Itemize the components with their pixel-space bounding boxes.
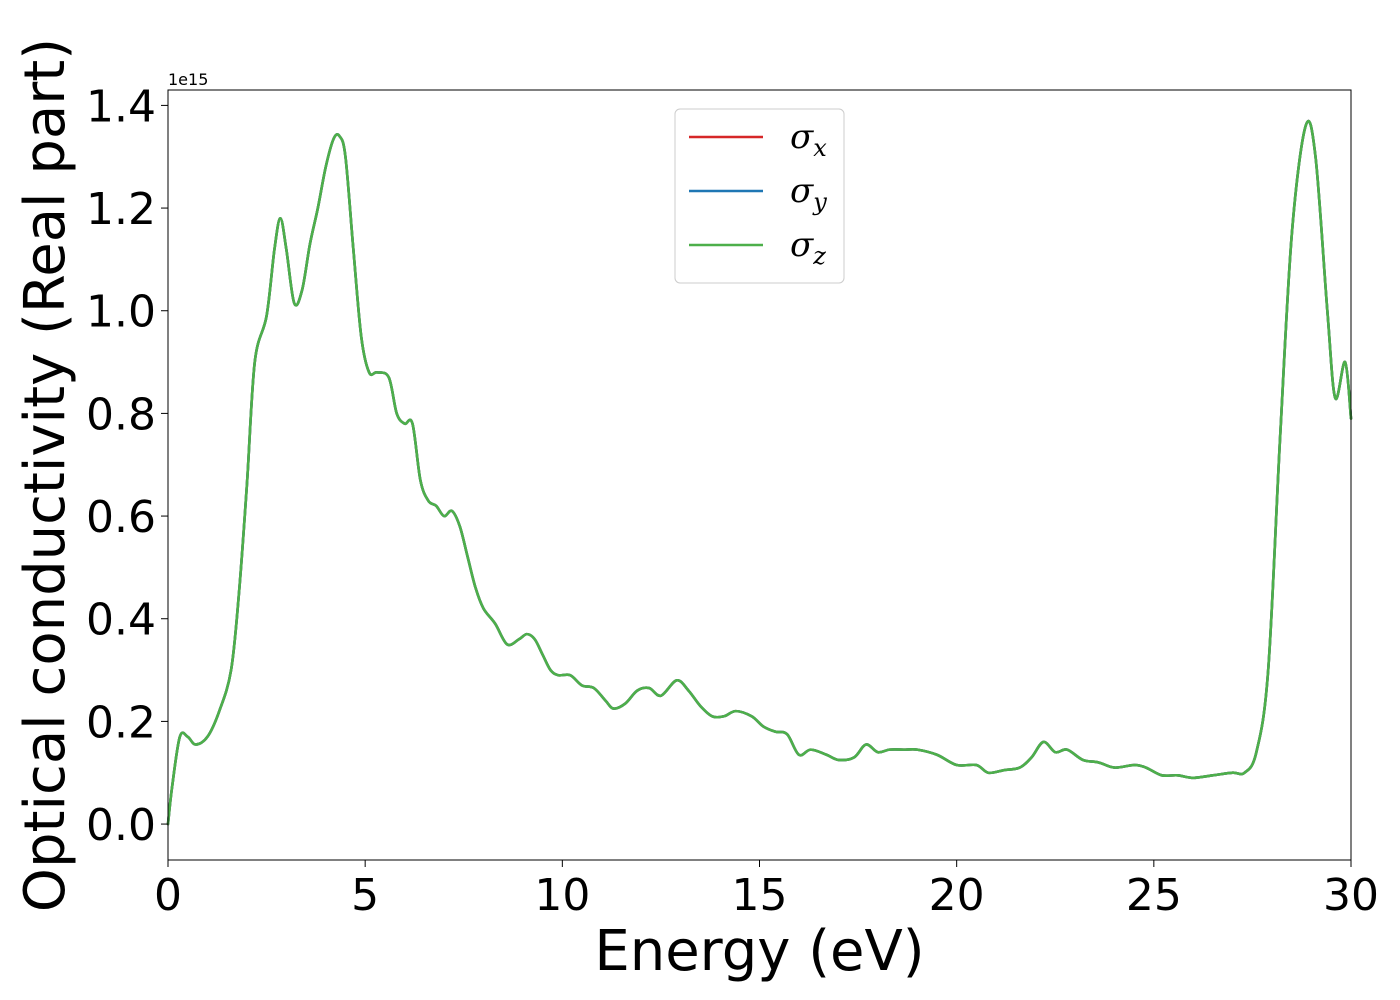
legend-label-y: σy: [790, 171, 827, 216]
y-tick-label: 0.2: [86, 697, 156, 748]
legend-box: [674, 108, 845, 284]
series-layer: [166, 119, 1353, 826]
y-tick-label: 1.0: [86, 287, 156, 338]
x-tick-label: 25: [1126, 870, 1182, 921]
x-tick-label: 5: [351, 870, 379, 921]
x-axis-title: Energy (eV): [594, 919, 924, 984]
x-axis: 0 5 10 15 20 25 30: [154, 860, 1379, 921]
x-tick-label: 30: [1323, 870, 1379, 921]
legend: σx σy σz: [674, 108, 845, 284]
legend-label-z: σz: [790, 225, 826, 270]
y-tick-label: 0.0: [86, 800, 156, 851]
legend-label-x: σx: [790, 117, 827, 162]
y-tick-label: 0.8: [86, 389, 156, 440]
x-tick-label: 20: [929, 870, 985, 921]
x-tick-label: 15: [732, 870, 788, 921]
y-axis-title: Optical conductivity (Real part): [13, 38, 78, 912]
y-axis: 0.0 0.2 0.4 0.6 0.8 1.0 1.2 1.4: [86, 81, 168, 851]
y-tick-label: 1.4: [86, 81, 156, 132]
y-tick-label: 1.2: [86, 184, 156, 235]
y-tick-label: 0.4: [86, 595, 156, 646]
series-line-z: [166, 119, 1353, 826]
y-tick-label: 0.6: [86, 492, 156, 543]
x-tick-label: 10: [534, 870, 590, 921]
y-offset-label: 1e15: [168, 70, 208, 89]
x-tick-label: 0: [154, 870, 182, 921]
